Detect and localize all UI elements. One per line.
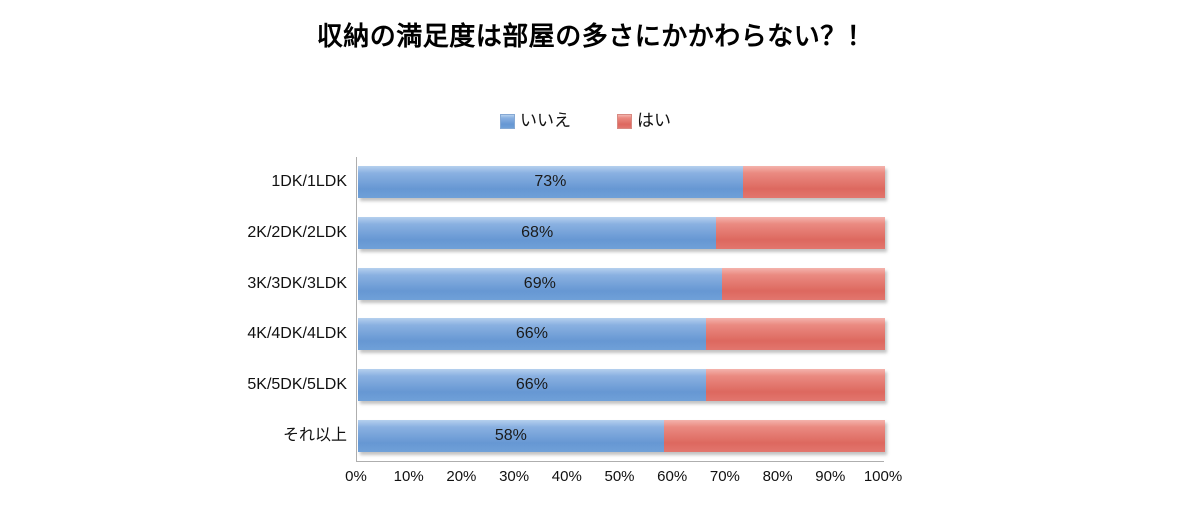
bar-segment-yes (663, 420, 885, 452)
bar-segment-no: 68% (358, 217, 717, 249)
bar-segment-no: 69% (358, 268, 722, 300)
bar-segment-yes (742, 166, 885, 198)
x-axis: 0% 10% 20% 30% 40% 50% 60% 70% 80% 90% 100% (345, 468, 902, 490)
category-label: それ以上 (282, 427, 347, 444)
x-axis-tick-label: 100% (863, 468, 903, 485)
bar-segment-yes (721, 268, 885, 300)
bar-segment-no: 73% (358, 166, 743, 198)
category-label: 3K/3DK/3LDK (247, 275, 347, 292)
bar-segment-no: 66% (358, 318, 706, 350)
x-axis-tick-label: 40% (551, 468, 582, 485)
x-axis-tick-label: 80% (762, 468, 793, 485)
bar-segment-no: 58% (358, 420, 664, 452)
legend-item-yes: はい (617, 111, 671, 131)
bar-value-label: 66% (515, 376, 548, 393)
bar-row: それ以上 58% (283, 420, 885, 452)
x-axis-tick-label: 60% (657, 468, 688, 485)
bar-row: 4K/4DK/4LDK 66% (247, 318, 885, 350)
bar-segment-no: 66% (358, 369, 706, 401)
x-axis-tick-label: 0% (345, 468, 367, 485)
legend: いいえ はい (500, 111, 671, 131)
bar-row: 1DK/1LDK 73% (271, 166, 885, 198)
x-axis-tick-label: 20% (446, 468, 477, 485)
bar-segment-yes (705, 318, 885, 350)
bar-segment-yes (716, 217, 885, 249)
bar-row: 2K/2DK/2LDK 68% (247, 217, 885, 249)
category-label: 5K/5DK/5LDK (247, 376, 347, 393)
legend-label-no: いいえ (520, 111, 571, 130)
x-axis-tick-label: 70% (709, 468, 740, 485)
bar-value-label: 66% (515, 325, 548, 342)
x-axis-tick-label: 90% (815, 468, 846, 485)
legend-label-yes: はい (637, 111, 671, 130)
bar-segment-yes (705, 369, 885, 401)
bar-value-label: 73% (534, 173, 567, 190)
legend-item-no: いいえ (500, 111, 571, 131)
bar-row: 5K/5DK/5LDK 66% (247, 369, 885, 401)
x-axis-tick-label: 50% (604, 468, 635, 485)
x-axis-tick-label: 30% (499, 468, 530, 485)
category-label: 1DK/1LDK (271, 173, 347, 190)
bar-value-label: 69% (523, 275, 556, 292)
bar-value-label: 68% (521, 224, 554, 241)
x-axis-tick-label: 10% (393, 468, 424, 485)
bar-row: 3K/3DK/3LDK 69% (247, 268, 885, 300)
bar-value-label: 58% (494, 427, 527, 444)
category-label: 2K/2DK/2LDK (247, 224, 347, 241)
legend-swatch-yes-icon (617, 113, 632, 129)
chart-title: 収納の満足度は部屋の多さにかかわらない？！ (316, 21, 874, 51)
legend-swatch-no-icon (500, 113, 515, 129)
category-label: 4K/4DK/4LDK (247, 325, 347, 342)
plot-area: 1DK/1LDK 73% 2K/2DK/2LDK 68% 3K/3DK/3LDK 69% 4… (247, 157, 885, 462)
